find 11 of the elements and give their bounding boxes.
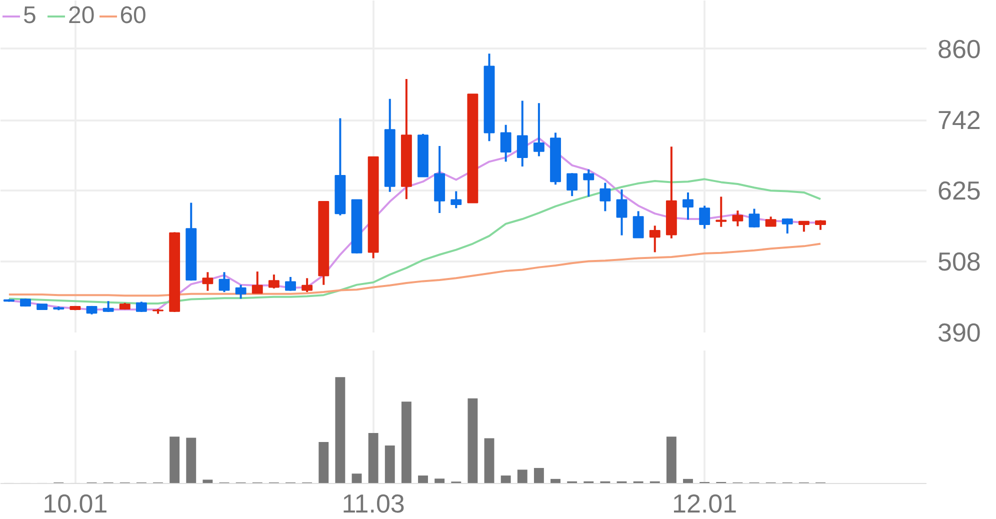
y-tick-label: 625: [938, 176, 981, 206]
y-tick-label: 742: [938, 105, 981, 136]
x-tick-label: 12.01: [672, 488, 738, 518]
legend-label: 20: [68, 2, 95, 30]
x-tick-label: 11.03: [342, 488, 405, 518]
legend-label: 60: [120, 2, 146, 30]
y-tick-label: 390: [938, 318, 981, 348]
y-tick-label: 508: [938, 246, 981, 276]
legend-label: 5: [23, 2, 38, 30]
x-tick-label: 10.01: [42, 488, 108, 518]
y-tick-label: 860: [938, 34, 981, 64]
